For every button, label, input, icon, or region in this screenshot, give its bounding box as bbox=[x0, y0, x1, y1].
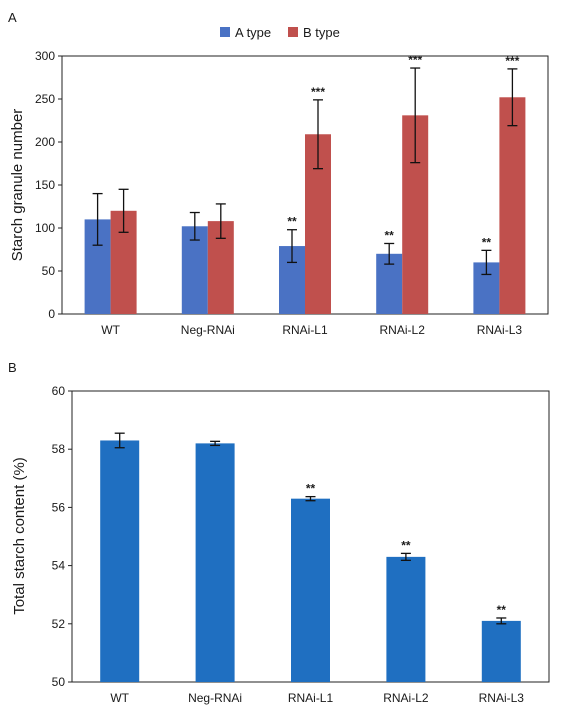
x-tick-label: RNAi-L2 bbox=[383, 691, 429, 705]
significance-marker: ** bbox=[287, 215, 297, 229]
bar bbox=[181, 226, 208, 314]
significance-marker: ** bbox=[482, 235, 492, 249]
y-tick-label: 100 bbox=[35, 221, 55, 235]
bar bbox=[499, 97, 526, 314]
y-tick-label: 60 bbox=[52, 384, 66, 398]
bar bbox=[481, 620, 521, 682]
x-tick-label: Neg-RNAi bbox=[181, 323, 235, 337]
x-tick-label: Neg-RNAi bbox=[188, 691, 242, 705]
y-tick-label: 250 bbox=[35, 92, 55, 106]
y-tick-label: 200 bbox=[35, 135, 55, 149]
y-axis-title-a: Starch granule number bbox=[9, 109, 26, 262]
bars-a: *************** bbox=[84, 53, 526, 314]
x-ticks-b: WT Neg-RNAi RNAi-L1 RNAi-L2 RNAi-L3 bbox=[110, 691, 524, 705]
legend-a: A type B type bbox=[220, 25, 340, 40]
legend-label-a-type: A type bbox=[235, 25, 271, 40]
bar bbox=[195, 443, 235, 682]
x-tick-label: WT bbox=[101, 323, 120, 337]
bars-b: ** ** ** bbox=[100, 432, 521, 682]
y-tick-label: 50 bbox=[42, 264, 56, 278]
significance-marker: *** bbox=[311, 85, 325, 99]
y-axis-title-b: Total starch content (%) bbox=[11, 457, 28, 615]
x-tick-label: RNAi-L3 bbox=[479, 691, 525, 705]
significance-marker: ** bbox=[497, 603, 507, 617]
bar bbox=[291, 498, 330, 682]
legend-swatch-b-type bbox=[288, 27, 298, 37]
panel-a-label: A bbox=[8, 10, 17, 25]
x-tick-label: RNAi-L3 bbox=[477, 323, 523, 337]
bar bbox=[100, 440, 140, 682]
y-tick-label: 150 bbox=[35, 178, 55, 192]
significance-marker: ** bbox=[401, 538, 411, 552]
y-tick-label: 58 bbox=[52, 442, 66, 456]
x-ticks-a: WT Neg-RNAi RNAi-L1 RNAi-L2 RNAi-L3 bbox=[101, 323, 522, 337]
significance-marker: ** bbox=[385, 228, 395, 242]
y-tick-label: 56 bbox=[52, 500, 66, 514]
y-tick-label: 300 bbox=[35, 49, 55, 63]
x-tick-label: RNAi-L2 bbox=[380, 323, 426, 337]
y-tick-label: 50 bbox=[52, 675, 66, 689]
panel-b: B 50 52 54 56 58 60 ** ** ** WT Neg-RNAi RNAi-L1 R… bbox=[8, 360, 550, 705]
significance-marker: ** bbox=[306, 482, 316, 496]
significance-marker: *** bbox=[408, 53, 422, 67]
y-tick-label: 0 bbox=[48, 307, 55, 321]
x-tick-label: RNAi-L1 bbox=[288, 691, 334, 705]
bar bbox=[386, 556, 426, 682]
panel-b-label: B bbox=[8, 360, 17, 375]
legend-swatch-a-type bbox=[220, 27, 230, 37]
x-tick-label: RNAi-L1 bbox=[282, 323, 328, 337]
y-ticks-b: 50 52 54 56 58 60 bbox=[52, 384, 72, 689]
significance-marker: *** bbox=[505, 54, 519, 68]
y-tick-label: 54 bbox=[52, 559, 66, 573]
x-tick-label: WT bbox=[110, 691, 129, 705]
y-ticks-a: 0 50 100 150 200 250 300 bbox=[35, 49, 62, 321]
y-tick-label: 52 bbox=[52, 617, 66, 631]
legend-label-b-type: B type bbox=[303, 25, 340, 40]
